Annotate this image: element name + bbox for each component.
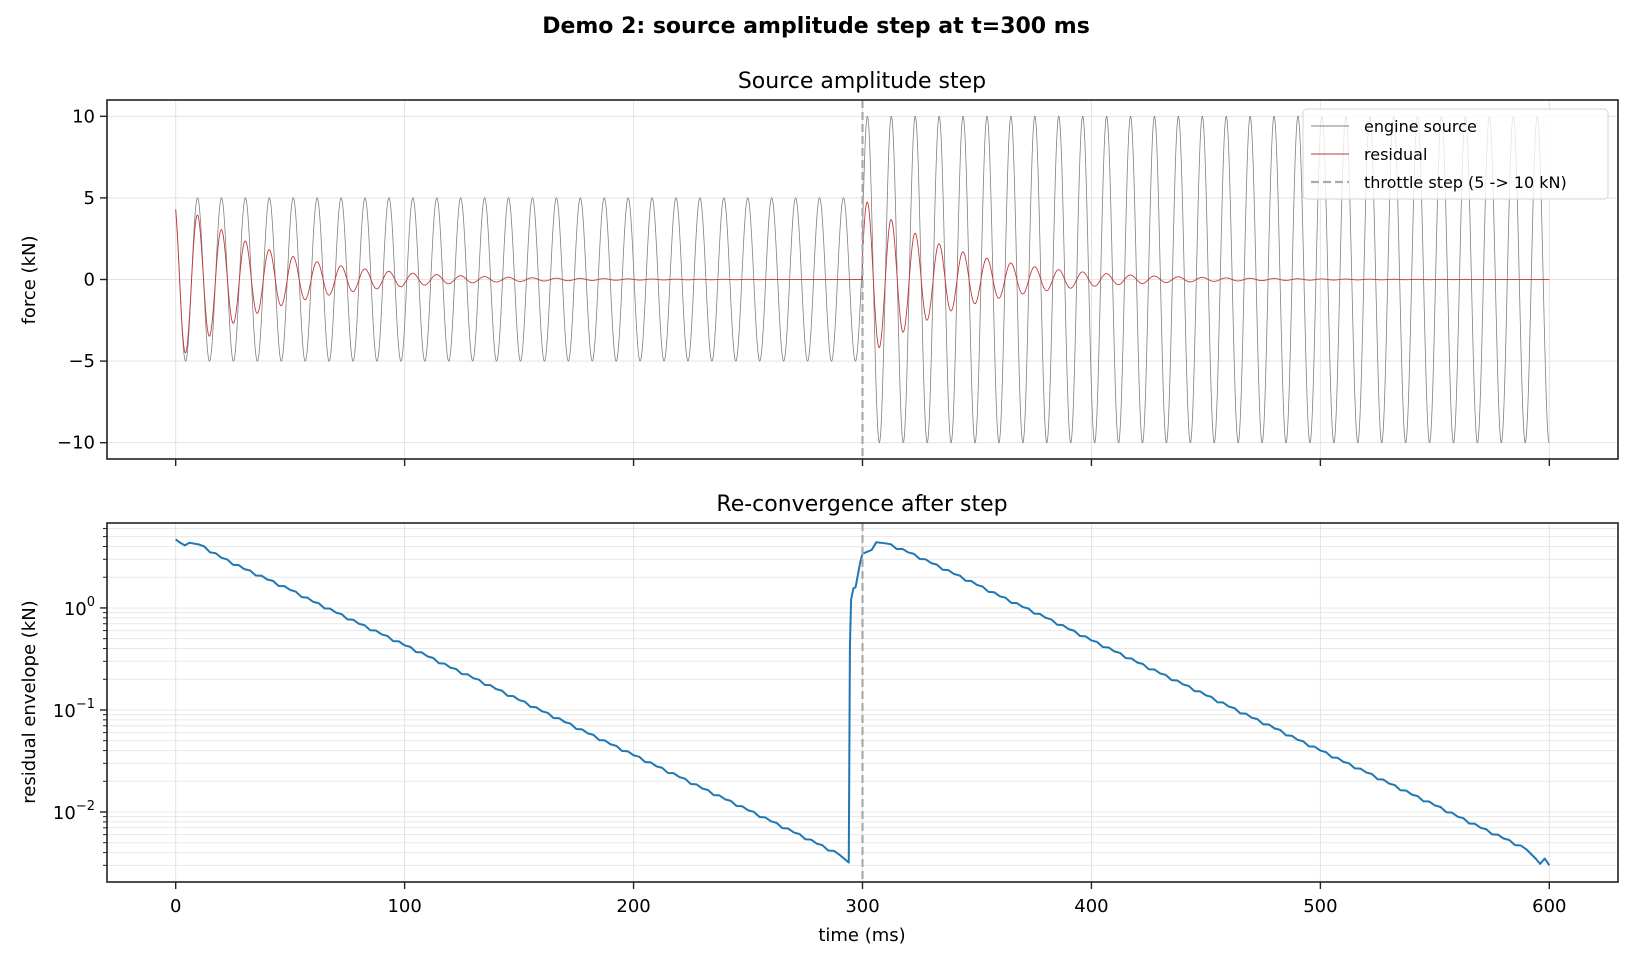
top-y-tick-label: 0 bbox=[84, 270, 95, 291]
legend-box bbox=[1302, 108, 1609, 200]
bottom-x-tick-label: 0 bbox=[170, 896, 181, 917]
top-y-tick-label: 10 bbox=[72, 106, 95, 127]
top-y-tick-label: 5 bbox=[84, 188, 95, 209]
bottom-x-tick-label: 400 bbox=[1074, 896, 1108, 917]
bottom-x-tick-label: 500 bbox=[1303, 896, 1337, 917]
bottom-x-tick-label: 100 bbox=[387, 896, 421, 917]
residual-envelope-line bbox=[175, 538, 1551, 866]
top-axes-title: Source amplitude step bbox=[738, 69, 986, 94]
residual-line bbox=[175, 201, 1550, 354]
top-y-tick-label: −5 bbox=[68, 351, 95, 372]
bottom-plot-area bbox=[175, 523, 1551, 882]
bottom-y-tick-label: 10−1 bbox=[53, 697, 95, 722]
bottom-x-tick-label: 300 bbox=[845, 896, 879, 917]
bottom-x-tick-label: 200 bbox=[616, 896, 650, 917]
bottom-x-tick-label: 600 bbox=[1532, 896, 1566, 917]
top-y-tick-label: −10 bbox=[57, 433, 95, 454]
bottom-ticks: 0 100 200 300 400 500 600 10−2 10−1 100 bbox=[53, 528, 1566, 917]
bottom-y-tick-label: 10−2 bbox=[53, 799, 95, 824]
figure-suptitle: Demo 2: source amplitude step at t=300 m… bbox=[542, 14, 1090, 39]
legend-label-throttle-step: throttle step (5 -> 10 kN) bbox=[1364, 173, 1567, 192]
legend-label-residual: residual bbox=[1364, 145, 1427, 164]
legend: engine source residual throttle step (5 … bbox=[1302, 108, 1609, 200]
x-axis-label: time (ms) bbox=[818, 925, 905, 946]
force-axes: Source amplitude step −10 −5 0 5 10 force (k… bbox=[19, 69, 1619, 466]
bottom-axes-title: Re-convergence after step bbox=[716, 492, 1007, 517]
bottom-y-axis-label: residual envelope (kN) bbox=[19, 600, 40, 803]
envelope-axes: Re-convergence after step 0 100 200 300 400 5… bbox=[19, 492, 1619, 946]
legend-label-engine-source: engine source bbox=[1364, 117, 1477, 136]
bottom-y-tick-label: 100 bbox=[64, 595, 95, 620]
top-ticks: −10 −5 0 5 10 bbox=[57, 106, 1551, 466]
top-y-axis-label: force (kN) bbox=[19, 236, 40, 325]
